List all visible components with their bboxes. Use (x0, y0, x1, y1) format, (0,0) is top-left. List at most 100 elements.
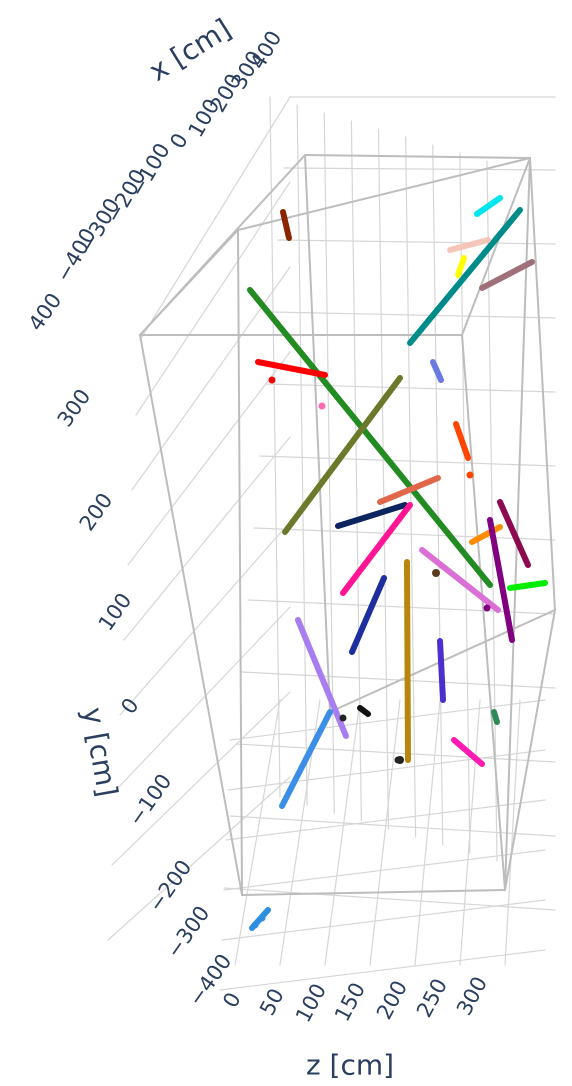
grid-line (377, 128, 390, 830)
box-edge (304, 154, 531, 159)
z-tick-label: 300 (452, 973, 492, 1020)
grid-line (111, 691, 291, 866)
track-7 (479, 259, 535, 291)
z-tick-label: 100 (291, 980, 331, 1027)
box-edge (139, 229, 239, 336)
track-9 (430, 359, 444, 383)
box-edge (504, 609, 556, 891)
box-edge (504, 157, 531, 891)
grid-line (324, 699, 361, 966)
grid-line (459, 699, 481, 966)
track-27 (357, 705, 371, 717)
track-0 (247, 287, 493, 588)
track-21 (507, 580, 548, 591)
grid-line (123, 436, 291, 641)
y-tick-label: 300 (53, 385, 96, 432)
grid-line (234, 699, 281, 966)
box-edge (529, 157, 556, 611)
track-23 (491, 709, 500, 725)
track-25 (279, 709, 333, 809)
track-22 (451, 737, 485, 767)
hit-point (318, 402, 326, 410)
grid-line (225, 799, 546, 841)
grid-line (107, 776, 291, 941)
z-tick-label: 200 (372, 977, 412, 1024)
track-14 (404, 559, 411, 763)
grid-line (486, 160, 498, 862)
grid-line (369, 699, 401, 966)
track-8 (280, 209, 292, 241)
grid-line (221, 899, 546, 941)
track-15 (349, 575, 387, 655)
grid-line (253, 527, 556, 541)
grid-line (139, 96, 291, 341)
grid-line (271, 311, 556, 319)
y-tick-label: −200 (144, 855, 197, 916)
track-29 (432, 569, 440, 577)
y-tick-label: 200 (75, 489, 118, 536)
y-tick-label: 400 (24, 289, 67, 336)
grid-line (227, 749, 546, 791)
z-axis-title: z [cm] (306, 1049, 394, 1082)
box-edge (241, 889, 506, 896)
grid-line (277, 239, 556, 245)
track-4 (474, 195, 503, 217)
track-13 (340, 502, 413, 596)
track-series (247, 195, 548, 931)
hit-point (339, 714, 347, 722)
z-tick-label: 50 (255, 985, 289, 1020)
box-edge (461, 157, 531, 336)
hit-point (251, 921, 259, 929)
grid-line (223, 849, 546, 891)
grid-lines (107, 96, 556, 991)
track-19 (497, 499, 531, 568)
box-edge (304, 154, 331, 713)
grid-line (350, 120, 362, 822)
grid-line (223, 887, 556, 911)
track-3 (407, 207, 523, 346)
track-20 (487, 517, 515, 643)
track-5 (447, 237, 491, 253)
y-tick-label: −100 (124, 769, 177, 830)
hit-point (394, 756, 402, 764)
track-24 (295, 617, 349, 739)
hit-point (258, 914, 266, 922)
track-11 (377, 475, 441, 505)
y-axis-title: y [cm] (76, 705, 124, 799)
grid-line (259, 455, 556, 467)
track-18 (469, 524, 503, 545)
box-edge (461, 334, 506, 891)
grid-line (119, 521, 291, 716)
grid-line (135, 181, 291, 416)
box-edge (139, 334, 243, 896)
grid-line (414, 699, 441, 966)
z-tick-label: 150 (330, 979, 370, 1026)
grid-line (229, 699, 546, 741)
grid-line (432, 144, 444, 846)
track-17 (419, 547, 501, 613)
grid-line (235, 743, 556, 763)
track-12 (335, 502, 408, 529)
grid-line (127, 351, 291, 566)
track-6 (455, 255, 467, 278)
y-tick-label: −300 (162, 901, 215, 962)
grid-line (504, 699, 521, 966)
y-tick-label: 100 (94, 589, 137, 636)
track-2 (255, 359, 328, 378)
track-10 (453, 421, 471, 461)
z-tick-label: 0 (218, 988, 245, 1011)
track-16 (437, 638, 446, 703)
grid-line (269, 96, 281, 798)
z-tick-label: 250 (412, 975, 452, 1022)
hit-point (466, 471, 474, 479)
grid-line (265, 383, 556, 393)
hit-point (268, 376, 276, 384)
grid-line (219, 949, 546, 991)
hit-point (483, 604, 491, 612)
grid-line (296, 104, 308, 806)
track-1 (282, 375, 403, 535)
grid-line (283, 167, 556, 171)
grid-line (115, 606, 291, 791)
box-edge (237, 229, 243, 896)
